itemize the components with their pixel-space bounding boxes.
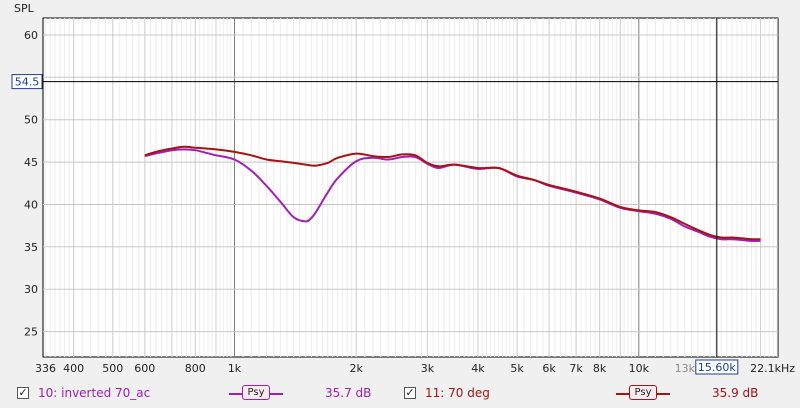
y-tick-label: 40	[24, 199, 38, 212]
y-tick-label: 45	[24, 156, 38, 169]
x-tick-label: 600	[134, 362, 155, 375]
legend-value-70-deg: 35.9 dB	[712, 386, 759, 400]
y-tick-label: 50	[24, 114, 38, 127]
x-tick-label: 10k	[629, 362, 650, 375]
minor-grid	[44, 18, 778, 357]
cursor-layer[interactable]: 54.5 15.60k	[11, 18, 778, 375]
x-tick-label: 6k	[542, 362, 556, 375]
x-tick-labels: 336 400 500 600 800 1k 2k 3k 4k 5k 6k 7k 8k 10k 13k 22.…	[35, 362, 795, 375]
x-tick-label: 8k	[593, 362, 607, 375]
y-tick-label: 30	[24, 283, 38, 296]
x-tick-label: 7k	[569, 362, 583, 375]
legend-checkbox-inverted-70-ac[interactable]: ✓	[17, 386, 29, 399]
legend-psy-button-70-deg[interactable]: Psy	[629, 385, 657, 400]
x-tick-label: 400	[63, 362, 84, 375]
x-tick-label: 2k	[350, 362, 364, 375]
spl-chart: 54.5 15.60k 25 30 35 40 45 50 60 336 400 500 600 80…	[11, 2, 795, 375]
legend-name-inverted-70-ac: 10: inverted 70_ac	[38, 386, 151, 400]
major-grid	[43, 18, 778, 357]
y-axis-label: SPL	[14, 2, 35, 15]
x-tick-label: 1k	[228, 362, 242, 375]
x-tick-label: 800	[185, 362, 206, 375]
legend-name-70-deg: 11: 70 deg	[425, 386, 490, 400]
y-tick-label: 25	[24, 326, 38, 339]
plot-area[interactable]	[42, 17, 779, 358]
cursor-y-readout: 54.5	[15, 76, 40, 89]
cursor-x-readout: 15.60k	[698, 361, 736, 374]
cursor-y-readout-box	[11, 74, 43, 90]
x-tick-label: 4k	[471, 362, 485, 375]
legend-checkbox-70-deg[interactable]: ✓	[404, 386, 416, 399]
y-tick-label: 35	[24, 241, 38, 254]
x-tick-label: 500	[102, 362, 123, 375]
series-layer	[144, 145, 761, 242]
legend-bar: ✓ 10: inverted 70_ac Psy 35.7 dB ✓ 11: 7…	[0, 382, 800, 406]
x-tick-label: 5k	[510, 362, 524, 375]
y-tick-label: 60	[24, 29, 38, 42]
x-tick-label: 13k	[675, 362, 696, 375]
legend-psy-button-inverted-70-ac[interactable]: Psy	[242, 385, 270, 400]
series-line-1	[144, 145, 761, 241]
x-tick-label: 3k	[421, 362, 435, 375]
x-tick-label: 22.1kHz	[750, 362, 795, 375]
legend-value-inverted-70-ac: 35.7 dB	[325, 386, 372, 400]
cursor-x-readout-box	[695, 359, 739, 375]
y-tick-labels: 25 30 35 40 45 50 60	[24, 29, 38, 339]
x-tick-label: 336	[35, 362, 56, 375]
